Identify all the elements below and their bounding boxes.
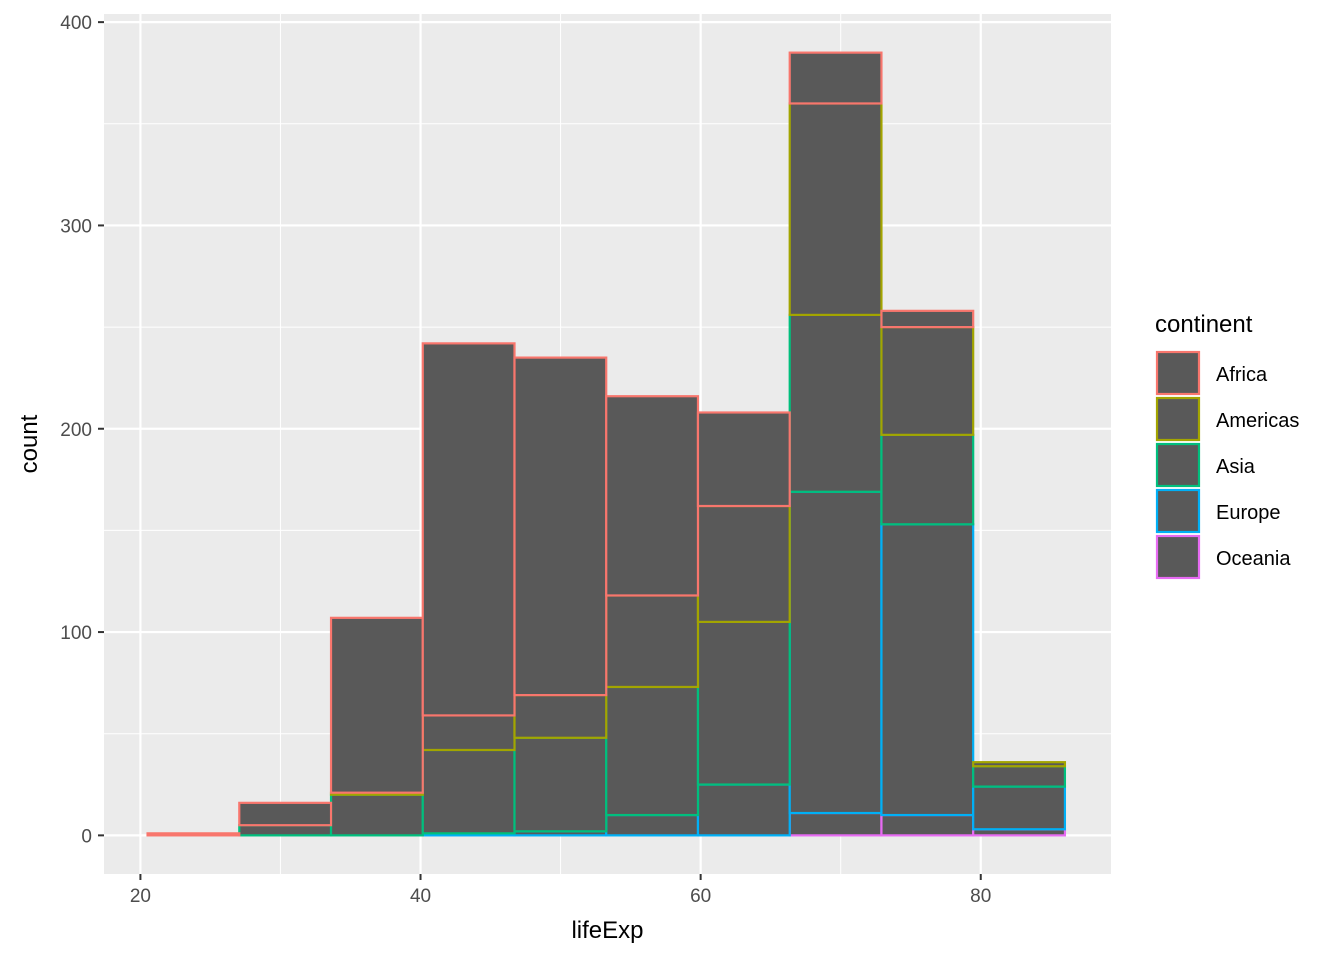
x-tick-label: 20 xyxy=(130,886,151,907)
bar-asia-2 xyxy=(329,793,424,837)
y-axis-title: count xyxy=(16,414,43,473)
bar-africa-1 xyxy=(238,801,333,827)
bar-americas-3 xyxy=(421,714,516,752)
x-tick-label: 80 xyxy=(970,886,991,907)
bar-oceania-7 xyxy=(788,811,883,837)
bar-asia-8 xyxy=(880,433,975,526)
bar-europe-8 xyxy=(880,523,975,817)
y-tick-label: 300 xyxy=(60,216,92,237)
y-tick-label: 0 xyxy=(81,826,92,847)
bar-americas-9 xyxy=(972,761,1067,768)
axes: 0 100 200 300 400 20 40 60 80 xyxy=(60,13,991,907)
bar-africa-4 xyxy=(513,356,608,697)
legend-label-oceania: Oceania xyxy=(1216,548,1291,570)
legend-label-africa: Africa xyxy=(1216,364,1268,386)
x-axis-title: lifeExp xyxy=(571,917,643,944)
bar-africa-6 xyxy=(696,411,791,508)
bar-americas-4 xyxy=(513,693,608,739)
legend-key-europe xyxy=(1155,488,1201,534)
bar-americas-5 xyxy=(605,594,700,689)
bar-africa-8 xyxy=(880,309,975,329)
y-tick-label: 200 xyxy=(60,420,92,441)
legend-label-asia: Asia xyxy=(1216,456,1256,478)
x-tick-label: 60 xyxy=(690,886,711,907)
bar-asia-1 xyxy=(238,824,333,837)
bar-asia-9 xyxy=(972,765,1067,788)
y-tick-label: 100 xyxy=(60,623,92,644)
bar-europe-7 xyxy=(788,490,883,815)
bar-oceania-8 xyxy=(880,813,975,837)
bar-americas-8 xyxy=(880,325,975,436)
bar-asia-6 xyxy=(696,620,791,786)
bar-africa-3 xyxy=(421,342,516,717)
legend-title: continent xyxy=(1155,311,1253,338)
bar-africa-7 xyxy=(788,51,883,105)
bar-asia-5 xyxy=(605,685,700,817)
legend-key-oceania xyxy=(1155,534,1201,580)
legend-label-europe: Europe xyxy=(1216,502,1281,524)
bar-asia-7 xyxy=(788,313,883,493)
bar-africa-2 xyxy=(329,616,424,794)
legend-label-americas: Americas xyxy=(1216,410,1299,432)
bar-asia-4 xyxy=(513,736,608,833)
bar-americas-7 xyxy=(788,102,883,316)
bar-africa-5 xyxy=(605,395,700,597)
bar-europe-9 xyxy=(972,785,1067,831)
legend-key-americas xyxy=(1155,396,1201,442)
bar-americas-6 xyxy=(696,504,791,623)
bar-asia-3 xyxy=(421,748,516,835)
legend-key-asia xyxy=(1155,442,1201,488)
legend-key-africa xyxy=(1155,350,1201,396)
y-tick-label: 400 xyxy=(60,13,92,34)
x-tick-label: 40 xyxy=(410,886,431,907)
histogram-bars xyxy=(146,51,1067,837)
bar-europe-6 xyxy=(696,783,791,837)
bar-europe-5 xyxy=(605,813,700,837)
bar-africa-0 xyxy=(146,832,241,837)
legend: continent Africa Americas Asia Europe Oceani… xyxy=(1155,311,1299,580)
